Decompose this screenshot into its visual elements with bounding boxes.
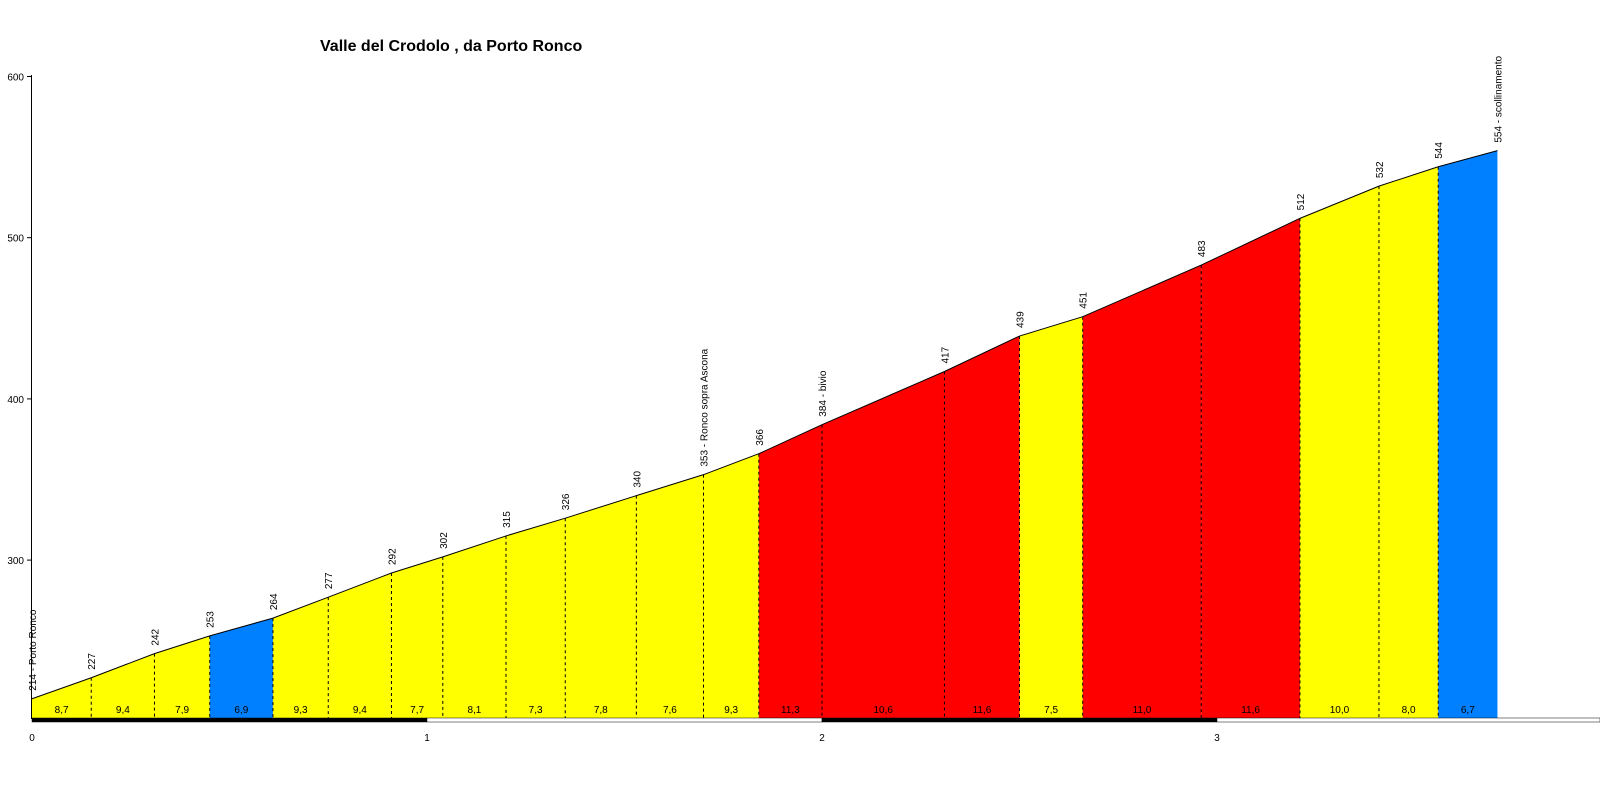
gradient-labels: 8,7 9,4 7,9 6,9 9,3 9,4 7,7 8,1 7,3 7,8 7,6 9,3 11,3… bbox=[55, 705, 1476, 716]
segment-fill bbox=[272, 597, 329, 718]
segment-fill bbox=[1201, 218, 1300, 718]
elevation-label: 315 bbox=[502, 511, 513, 528]
segment-fill bbox=[822, 371, 945, 718]
elevation-label: 366 bbox=[755, 429, 766, 446]
gradient-label: 11,6 bbox=[1241, 705, 1260, 716]
elevation-label: 227 bbox=[87, 653, 98, 670]
elevation-label: 554 - scollinamento bbox=[1493, 55, 1504, 142]
segment-fill bbox=[328, 572, 392, 718]
segment-fill bbox=[1082, 265, 1202, 718]
y-tick-label: 500 bbox=[7, 234, 24, 245]
elevation-label: 340 bbox=[632, 470, 643, 487]
segment-fill bbox=[1019, 316, 1083, 718]
segment-fill bbox=[703, 453, 759, 718]
gradient-label: 10,0 bbox=[1330, 705, 1350, 716]
elevation-label: 264 bbox=[269, 593, 280, 610]
elevation-label: 214 - Porto Ronco bbox=[28, 609, 39, 691]
elevation-label: 242 bbox=[150, 628, 161, 645]
y-tick-label: 600 bbox=[7, 73, 24, 84]
y-tick-label: 400 bbox=[7, 395, 24, 406]
elevation-label: 384 - bivio bbox=[818, 370, 829, 417]
segment-fill bbox=[209, 618, 273, 718]
elevation-label: 353 - Ronco sopra Ascona bbox=[700, 348, 711, 466]
segment-fill bbox=[758, 424, 822, 718]
gradient-label: 7,9 bbox=[175, 705, 189, 716]
segment-fill bbox=[1438, 150, 1498, 719]
gradient-label: 7,8 bbox=[594, 705, 608, 716]
elevation-label: 277 bbox=[324, 572, 335, 589]
elevation-label: 483 bbox=[1197, 240, 1208, 257]
gradient-label: 11,6 bbox=[973, 705, 992, 716]
segment-fill bbox=[91, 653, 155, 718]
segment-dividers bbox=[90, 166, 1439, 718]
x-tick-label: 3 bbox=[1214, 733, 1220, 744]
km-scale-band bbox=[426, 717, 823, 723]
chart-title: Valle del Crodolo , da Porto Ronco bbox=[320, 38, 583, 55]
km-scale-band bbox=[31, 717, 428, 723]
gradient-label: 8,1 bbox=[467, 705, 481, 716]
profile-outline bbox=[31, 150, 1498, 700]
segment-fill bbox=[442, 535, 506, 718]
elevation-label: 532 bbox=[1375, 161, 1386, 178]
gradient-label: 7,5 bbox=[1044, 705, 1058, 716]
profile-line bbox=[31, 150, 1498, 700]
gradient-label: 7,6 bbox=[663, 705, 677, 716]
gradient-label: 11,0 bbox=[1133, 705, 1152, 716]
gradient-segments bbox=[32, 150, 1498, 719]
segment-fill bbox=[32, 677, 92, 718]
x-tick-label: 0 bbox=[29, 733, 35, 744]
gradient-label: 7,3 bbox=[529, 705, 543, 716]
segment-fill bbox=[1299, 186, 1379, 719]
segment-fill bbox=[391, 556, 443, 718]
segment-fill bbox=[1378, 166, 1439, 719]
elevation-label: 417 bbox=[940, 346, 951, 363]
x-tick-label: 1 bbox=[424, 733, 430, 744]
segment-fill bbox=[565, 495, 637, 718]
km-scale-band bbox=[1216, 717, 1600, 723]
elevation-label: 302 bbox=[439, 532, 450, 549]
elevation-label: 512 bbox=[1296, 193, 1307, 210]
gradient-label: 11,3 bbox=[781, 705, 800, 716]
gradient-label: 8,0 bbox=[1402, 705, 1416, 716]
km-scale-band bbox=[821, 717, 1218, 723]
segment-fill bbox=[944, 336, 1020, 718]
x-axis: 0 1 2 3 bbox=[29, 717, 1600, 744]
gradient-label: 6,7 bbox=[1461, 705, 1475, 716]
gradient-label: 9,4 bbox=[353, 705, 367, 716]
elevation-label: 292 bbox=[387, 548, 398, 565]
elevation-labels: 214 - Porto Ronco 227 242 253 264 277 292 302 31… bbox=[28, 55, 1504, 690]
y-tick-label: 300 bbox=[7, 556, 24, 567]
elevation-label: 253 bbox=[206, 611, 217, 628]
gradient-label: 6,9 bbox=[234, 705, 248, 716]
elevation-label: 326 bbox=[561, 493, 572, 510]
gradient-label: 9,3 bbox=[724, 705, 738, 716]
y-axis: 300 400 500 600 bbox=[7, 73, 32, 718]
elevation-label: 544 bbox=[1434, 142, 1445, 159]
gradient-label: 8,7 bbox=[55, 705, 69, 716]
gradient-label: 9,3 bbox=[294, 705, 308, 716]
segment-fill bbox=[506, 518, 566, 718]
gradient-label: 10,6 bbox=[873, 705, 893, 716]
gradient-label: 9,4 bbox=[116, 705, 130, 716]
x-tick-label: 2 bbox=[819, 733, 825, 744]
elevation-label: 451 bbox=[1079, 292, 1090, 309]
segment-fill bbox=[636, 474, 704, 718]
elevation-label: 439 bbox=[1016, 311, 1027, 328]
gradient-label: 7,7 bbox=[410, 705, 424, 716]
segment-fill bbox=[154, 635, 210, 718]
